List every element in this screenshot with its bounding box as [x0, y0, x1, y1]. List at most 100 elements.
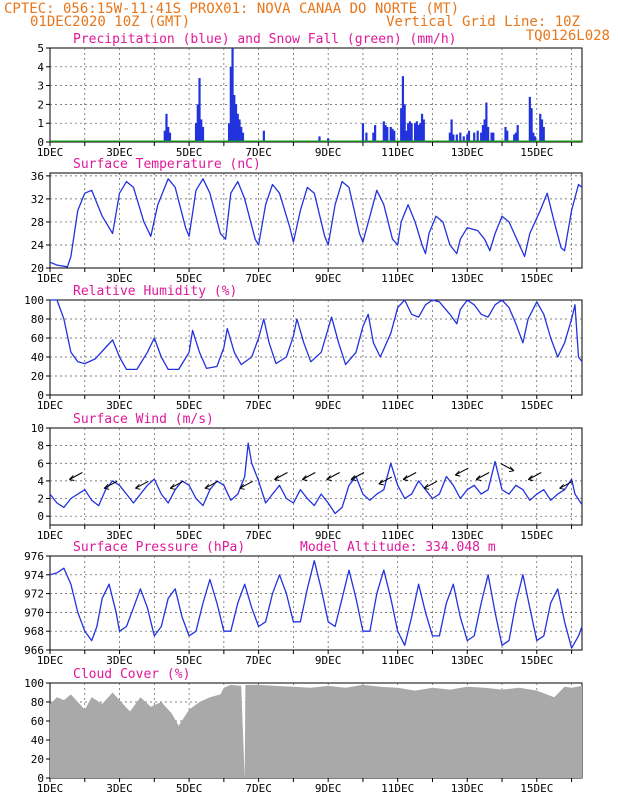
pressure-ytick-label: 968 — [24, 625, 44, 638]
precip-bar — [539, 113, 542, 142]
cloud-xtick-label: 9DEC — [315, 782, 342, 795]
humidity-panel: Relative Humidity (%) 0 20 40 60 80 100 1DEC 3DE… — [24, 284, 583, 412]
temperature-ytick-label: 36 — [31, 170, 44, 183]
wind-arrow-shaft — [103, 480, 118, 489]
precip-bar — [262, 130, 265, 142]
precip-bar — [240, 126, 243, 142]
humidity-xtick-label: 13DEC — [451, 399, 484, 412]
precip-ytick-label: 0 — [37, 136, 44, 149]
precip-bar — [389, 126, 392, 142]
precip-xtick-label: 11DEC — [381, 146, 414, 159]
precip-bar — [467, 130, 471, 142]
wind-arrow-head — [378, 479, 384, 486]
precip-bar — [513, 134, 516, 142]
precip-bar — [516, 125, 519, 142]
precip-bar — [506, 130, 509, 142]
precip-bar — [318, 136, 321, 142]
humidity-title: Relative Humidity (%) — [73, 284, 237, 299]
wind-arrow-head — [169, 483, 176, 490]
precip-bar — [459, 132, 462, 142]
precip-bar — [419, 123, 422, 142]
wind-arrow-head — [559, 483, 565, 490]
cloud-xtick-label: 11DEC — [381, 782, 414, 795]
temperature-ytick-label: 24 — [31, 239, 45, 252]
wind-arrow — [423, 480, 438, 490]
precip-bar — [533, 136, 537, 142]
precip-xtick-label: 7DEC — [245, 146, 272, 159]
precip-bar — [327, 138, 330, 142]
wind-arrow-shaft — [204, 480, 219, 489]
wind-xtick-label: 7DEC — [245, 529, 272, 542]
pressure-xtick-label: 1DEC — [37, 654, 64, 667]
wind-arrow — [301, 472, 316, 481]
precip-bar — [401, 76, 405, 142]
wind-arrow-head — [527, 475, 534, 481]
precip-bar — [448, 132, 451, 142]
precip-bar — [365, 132, 368, 142]
wind-ytick-label: 8 — [37, 440, 44, 453]
wind-arrow — [103, 480, 118, 490]
wind-arrow-head — [508, 466, 515, 473]
precip-bar — [393, 130, 396, 142]
wind-arrow-shaft — [423, 480, 438, 489]
precip-bar — [450, 119, 453, 142]
cloud-ytick-label: 100 — [24, 677, 44, 690]
precip-bar — [485, 102, 488, 142]
pressure-title: Surface Pressure (hPa) — [73, 540, 245, 555]
wind-xtick-label: 3DEC — [106, 529, 133, 542]
pressure-xtick-label: 9DEC — [315, 654, 342, 667]
temperature-title: Surface Temperature (nC) — [73, 157, 261, 172]
temperature-ytick-label: 28 — [31, 216, 44, 229]
wind-arrow-head — [135, 483, 141, 490]
precip-bar — [530, 108, 533, 142]
wind-arrow — [135, 480, 149, 490]
wind-title: Surface Wind (m/s) — [73, 412, 214, 427]
temperature-ytick-label: 20 — [31, 262, 44, 275]
header-station: CPTEC: 056:15W-11:41S PROX01: NOVA CANAA… — [4, 1, 459, 17]
pressure-line — [49, 560, 583, 649]
humidity-ytick-label: 60 — [31, 332, 44, 345]
precip-bar — [405, 130, 408, 142]
precip-bar — [490, 132, 493, 142]
wind-arrow — [239, 480, 253, 490]
precip-bar — [236, 113, 239, 142]
humidity-ytick-label: 0 — [37, 389, 44, 402]
precip-bar — [532, 132, 535, 142]
precip-xtick-label: 1DEC — [37, 146, 64, 159]
wind-arrow-head — [350, 475, 357, 481]
precip-bar — [372, 132, 375, 142]
pressure-ytick-label: 970 — [24, 606, 44, 619]
precip-bar — [163, 130, 166, 142]
wind-xtick-label: 1DEC — [37, 529, 64, 542]
wind-arrow — [402, 472, 417, 481]
wind-arrow-shaft — [350, 472, 365, 480]
precip-bar — [168, 132, 172, 142]
header-run-time: 01DEC2020 10Z (GMT) — [30, 14, 190, 30]
wind-arrow-shaft — [326, 472, 340, 480]
pressure-xtick-label: 5DEC — [176, 654, 203, 667]
wind-arrow-head — [402, 475, 409, 481]
precip-bar — [483, 119, 486, 142]
precip-ytick-label: 1 — [37, 117, 44, 130]
precip-bar — [528, 96, 531, 142]
cloud-xtick-label: 1DEC — [37, 782, 64, 795]
humidity-frame — [49, 299, 583, 396]
wind-arrow-shaft — [455, 467, 469, 476]
cloud-ytick-label: 60 — [31, 715, 44, 728]
precip-frame — [49, 47, 583, 143]
wind-ytick-label: 10 — [31, 422, 44, 435]
cloud-xtick-label: 7DEC — [245, 782, 272, 795]
precip-bar — [476, 130, 479, 142]
precip-bar — [420, 113, 424, 142]
temperature-line — [49, 178, 583, 268]
temperature-xtick-label: 15DEC — [520, 272, 553, 285]
pressure-ytick-label: 974 — [24, 569, 44, 582]
wind-arrow — [169, 480, 184, 490]
pressure-ytick-label: 976 — [24, 550, 44, 563]
wind-arrow-head — [274, 475, 280, 481]
precip-ytick-label: 2 — [37, 98, 44, 111]
wind-arrow-head — [326, 475, 332, 481]
wind-arrow-shaft — [274, 472, 288, 480]
wind-arrow-head — [103, 483, 110, 490]
precip-bar — [231, 48, 234, 142]
